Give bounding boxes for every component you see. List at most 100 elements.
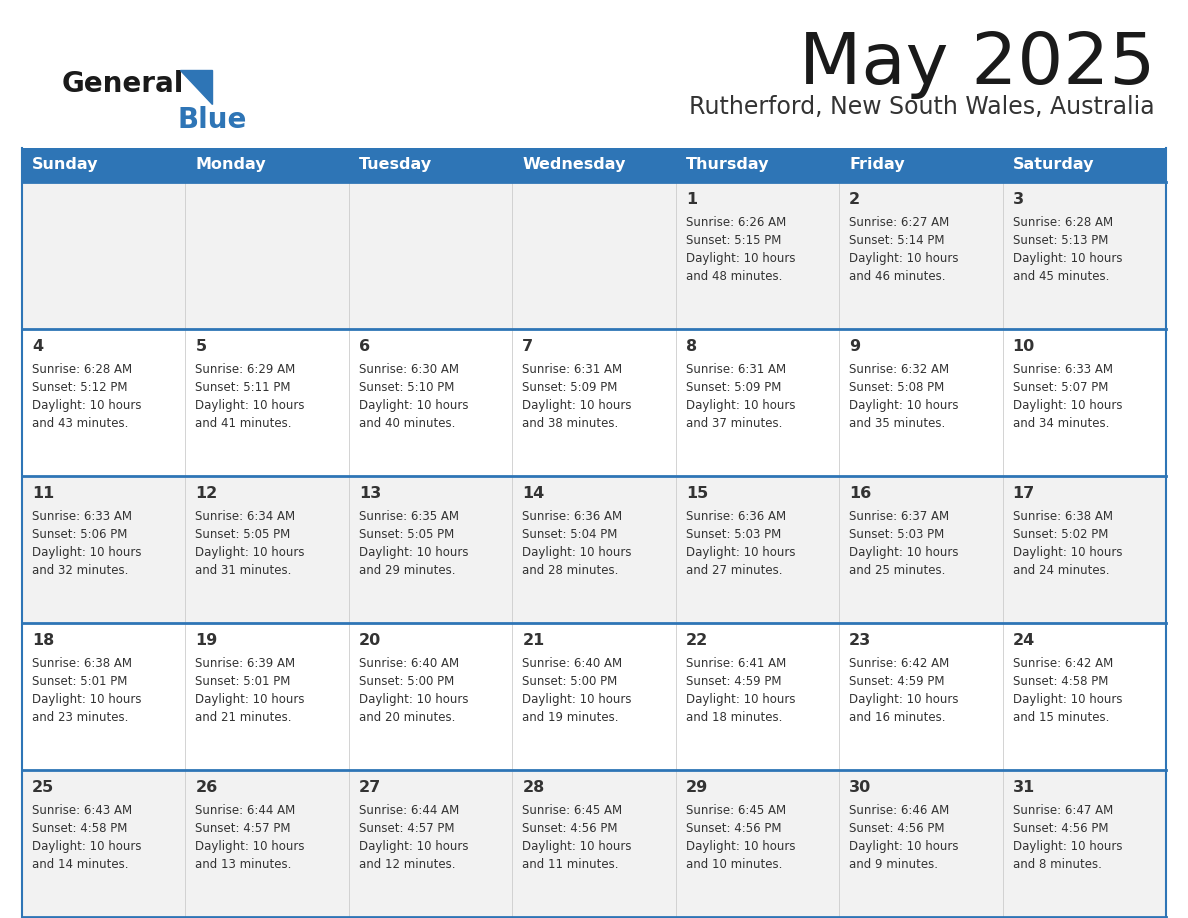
Text: 23: 23 — [849, 633, 871, 648]
Text: Rutherford, New South Wales, Australia: Rutherford, New South Wales, Australia — [689, 95, 1155, 119]
Bar — [185, 148, 349, 182]
Bar — [349, 148, 512, 182]
Bar — [676, 148, 839, 182]
Text: Sunset: 4:56 PM: Sunset: 4:56 PM — [849, 822, 944, 835]
Text: and 38 minutes.: and 38 minutes. — [523, 417, 619, 430]
Text: Sunset: 5:00 PM: Sunset: 5:00 PM — [523, 675, 618, 688]
Text: Sunrise: 6:33 AM: Sunrise: 6:33 AM — [1012, 363, 1113, 376]
Bar — [23, 182, 1165, 329]
Text: Sunrise: 6:45 AM: Sunrise: 6:45 AM — [523, 804, 623, 817]
Text: 26: 26 — [196, 780, 217, 795]
Text: 7: 7 — [523, 339, 533, 354]
Text: 4: 4 — [32, 339, 43, 354]
Text: Monday: Monday — [196, 158, 266, 173]
Text: Sunrise: 6:42 AM: Sunrise: 6:42 AM — [849, 657, 949, 670]
Text: Wednesday: Wednesday — [523, 158, 626, 173]
Text: Sunset: 5:12 PM: Sunset: 5:12 PM — [32, 381, 127, 394]
Text: and 10 minutes.: and 10 minutes. — [685, 858, 782, 871]
Text: 9: 9 — [849, 339, 860, 354]
Text: 14: 14 — [523, 486, 544, 501]
Text: Sunrise: 6:36 AM: Sunrise: 6:36 AM — [523, 510, 623, 523]
Text: Daylight: 10 hours: Daylight: 10 hours — [359, 546, 468, 559]
Polygon shape — [181, 70, 211, 104]
Text: 13: 13 — [359, 486, 381, 501]
Text: Daylight: 10 hours: Daylight: 10 hours — [523, 399, 632, 412]
Text: Daylight: 10 hours: Daylight: 10 hours — [196, 399, 305, 412]
Text: Sunset: 5:10 PM: Sunset: 5:10 PM — [359, 381, 454, 394]
Text: 15: 15 — [685, 486, 708, 501]
Text: Sunset: 5:09 PM: Sunset: 5:09 PM — [523, 381, 618, 394]
Text: 27: 27 — [359, 780, 381, 795]
Text: Sunrise: 6:26 AM: Sunrise: 6:26 AM — [685, 216, 786, 229]
Text: Sunrise: 6:40 AM: Sunrise: 6:40 AM — [359, 657, 459, 670]
Text: and 16 minutes.: and 16 minutes. — [849, 711, 946, 724]
Text: Daylight: 10 hours: Daylight: 10 hours — [196, 840, 305, 853]
Text: Sunrise: 6:39 AM: Sunrise: 6:39 AM — [196, 657, 296, 670]
Text: 24: 24 — [1012, 633, 1035, 648]
Text: Sunset: 5:13 PM: Sunset: 5:13 PM — [1012, 234, 1108, 247]
Text: Sunrise: 6:29 AM: Sunrise: 6:29 AM — [196, 363, 296, 376]
Text: Sunrise: 6:37 AM: Sunrise: 6:37 AM — [849, 510, 949, 523]
Text: Daylight: 10 hours: Daylight: 10 hours — [685, 546, 795, 559]
Text: Sunrise: 6:41 AM: Sunrise: 6:41 AM — [685, 657, 786, 670]
Text: Sunrise: 6:46 AM: Sunrise: 6:46 AM — [849, 804, 949, 817]
Text: Sunset: 4:58 PM: Sunset: 4:58 PM — [1012, 675, 1108, 688]
Text: and 11 minutes.: and 11 minutes. — [523, 858, 619, 871]
Text: Daylight: 10 hours: Daylight: 10 hours — [359, 399, 468, 412]
Text: Sunset: 5:03 PM: Sunset: 5:03 PM — [849, 528, 944, 541]
Text: Sunset: 4:57 PM: Sunset: 4:57 PM — [196, 822, 291, 835]
Text: Sunrise: 6:45 AM: Sunrise: 6:45 AM — [685, 804, 785, 817]
Text: and 21 minutes.: and 21 minutes. — [196, 711, 292, 724]
Text: 3: 3 — [1012, 192, 1024, 207]
Text: 11: 11 — [32, 486, 55, 501]
Text: 30: 30 — [849, 780, 871, 795]
Text: and 48 minutes.: and 48 minutes. — [685, 270, 782, 283]
Text: Sunset: 5:09 PM: Sunset: 5:09 PM — [685, 381, 781, 394]
Text: and 20 minutes.: and 20 minutes. — [359, 711, 455, 724]
Text: Sunset: 5:01 PM: Sunset: 5:01 PM — [32, 675, 127, 688]
Text: 10: 10 — [1012, 339, 1035, 354]
Text: 29: 29 — [685, 780, 708, 795]
Text: Daylight: 10 hours: Daylight: 10 hours — [1012, 840, 1123, 853]
Bar — [1003, 148, 1165, 182]
Text: Sunset: 4:57 PM: Sunset: 4:57 PM — [359, 822, 454, 835]
Text: Sunrise: 6:34 AM: Sunrise: 6:34 AM — [196, 510, 296, 523]
Text: Daylight: 10 hours: Daylight: 10 hours — [32, 546, 141, 559]
Text: and 35 minutes.: and 35 minutes. — [849, 417, 946, 430]
Text: and 12 minutes.: and 12 minutes. — [359, 858, 455, 871]
Text: Sunrise: 6:40 AM: Sunrise: 6:40 AM — [523, 657, 623, 670]
Text: Sunset: 5:05 PM: Sunset: 5:05 PM — [196, 528, 291, 541]
Text: Sunset: 4:56 PM: Sunset: 4:56 PM — [1012, 822, 1108, 835]
Text: Daylight: 10 hours: Daylight: 10 hours — [1012, 252, 1123, 265]
Text: Sunrise: 6:38 AM: Sunrise: 6:38 AM — [32, 657, 132, 670]
Text: Sunset: 5:15 PM: Sunset: 5:15 PM — [685, 234, 781, 247]
Text: Sunset: 5:06 PM: Sunset: 5:06 PM — [32, 528, 127, 541]
Text: and 27 minutes.: and 27 minutes. — [685, 564, 782, 577]
Text: and 37 minutes.: and 37 minutes. — [685, 417, 782, 430]
Bar — [839, 148, 1003, 182]
Text: Daylight: 10 hours: Daylight: 10 hours — [849, 840, 959, 853]
Text: Sunset: 5:02 PM: Sunset: 5:02 PM — [1012, 528, 1108, 541]
Text: Sunset: 5:07 PM: Sunset: 5:07 PM — [1012, 381, 1108, 394]
Text: and 32 minutes.: and 32 minutes. — [32, 564, 128, 577]
Text: and 8 minutes.: and 8 minutes. — [1012, 858, 1101, 871]
Text: Sunrise: 6:42 AM: Sunrise: 6:42 AM — [1012, 657, 1113, 670]
Text: Daylight: 10 hours: Daylight: 10 hours — [523, 546, 632, 559]
Text: Sunrise: 6:44 AM: Sunrise: 6:44 AM — [359, 804, 459, 817]
Text: and 46 minutes.: and 46 minutes. — [849, 270, 946, 283]
Text: Daylight: 10 hours: Daylight: 10 hours — [1012, 399, 1123, 412]
Text: Sunset: 5:00 PM: Sunset: 5:00 PM — [359, 675, 454, 688]
Text: and 45 minutes.: and 45 minutes. — [1012, 270, 1108, 283]
Text: 28: 28 — [523, 780, 544, 795]
Text: Sunset: 4:56 PM: Sunset: 4:56 PM — [523, 822, 618, 835]
Text: Sunset: 5:11 PM: Sunset: 5:11 PM — [196, 381, 291, 394]
Text: Daylight: 10 hours: Daylight: 10 hours — [685, 252, 795, 265]
Text: Daylight: 10 hours: Daylight: 10 hours — [849, 252, 959, 265]
Text: 19: 19 — [196, 633, 217, 648]
Text: and 13 minutes.: and 13 minutes. — [196, 858, 292, 871]
Text: and 40 minutes.: and 40 minutes. — [359, 417, 455, 430]
Text: Sunset: 4:59 PM: Sunset: 4:59 PM — [849, 675, 944, 688]
Text: and 41 minutes.: and 41 minutes. — [196, 417, 292, 430]
Text: Sunrise: 6:28 AM: Sunrise: 6:28 AM — [1012, 216, 1113, 229]
Text: Daylight: 10 hours: Daylight: 10 hours — [849, 546, 959, 559]
